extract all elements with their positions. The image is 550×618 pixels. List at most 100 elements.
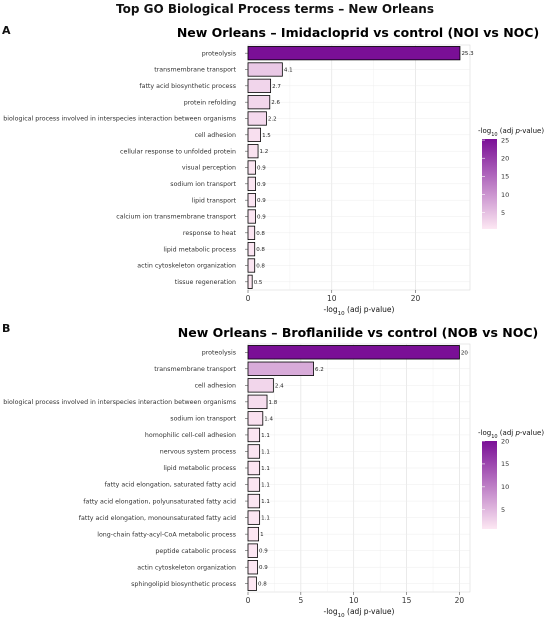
bar	[247, 95, 271, 110]
bar	[247, 193, 256, 208]
category-label: lipid metabolic process	[163, 246, 236, 253]
legend-tick-label: 5	[501, 209, 505, 217]
value-label: 1.5	[262, 133, 271, 139]
value-label: 2.7	[272, 84, 281, 90]
category-label: proteolysis	[202, 349, 236, 356]
category-label: actin cytoskeleton organization	[137, 564, 236, 571]
legend-title: -log10 (adj p-value)	[478, 127, 544, 138]
category-label: fatty acid elongation, monounsaturated f…	[79, 515, 236, 522]
legend-tick-label: 15	[501, 173, 509, 181]
value-label: 0.9	[257, 166, 266, 172]
value-label: 0.8	[256, 231, 265, 237]
category-label: cellular response to unfolded protein	[120, 148, 236, 155]
category-label: sodium ion transport	[170, 416, 236, 423]
value-label: 1.1	[261, 516, 270, 522]
value-label: 0.9	[259, 565, 268, 571]
value-label: 1.1	[261, 449, 270, 455]
legend-title-part: -value)	[520, 429, 544, 437]
value-label: 1.1	[261, 433, 270, 439]
bar	[247, 543, 258, 558]
value-label: 20	[461, 350, 468, 356]
bar	[247, 560, 258, 575]
panel-title: New Orleans – Imidacloprid vs control (N…	[177, 25, 539, 40]
bar	[247, 127, 261, 142]
value-label: 0.8	[256, 247, 265, 253]
legend-title-part: (adj	[498, 127, 516, 135]
legend-title-sub: 10	[491, 434, 497, 440]
category-label: transmembrane transport	[154, 366, 236, 373]
x-axis-label-part: -log	[324, 305, 338, 314]
chart-panel-a: New Orleans – Imidacloprid vs control (N…	[3, 25, 544, 317]
legend-tick-label: 10	[501, 483, 509, 491]
legend-tick-label: 5	[501, 506, 505, 514]
legend-tick-label: 10	[501, 191, 509, 199]
value-label: 1.2	[260, 149, 269, 155]
category-label: lipid transport	[192, 197, 237, 204]
category-label: nervous system process	[160, 449, 236, 456]
category-label: protein refolding	[184, 99, 236, 106]
category-label: long-chain fatty-acyl-CoA metabolic proc…	[97, 531, 236, 538]
legend-title-part: -log	[478, 127, 491, 135]
chart-panel-b: New Orleans – Broflanilide vs control (N…	[3, 325, 544, 618]
legend-tick-label: 20	[501, 155, 509, 163]
panel-title: New Orleans – Broflanilide vs control (N…	[178, 325, 538, 340]
value-label: 2.2	[268, 117, 277, 123]
x-axis-label-sub: 10	[338, 613, 345, 618]
legend-colorbar	[482, 441, 497, 529]
bar	[247, 460, 261, 476]
x-tick-label: 15	[402, 596, 412, 605]
category-label: biological process involved in interspec…	[3, 399, 236, 406]
category-label: biological process involved in interspec…	[3, 116, 236, 123]
category-label: fatty acid elongation, polyunsaturated f…	[83, 498, 236, 505]
value-label: 4.1	[284, 68, 293, 74]
category-label: fatty acid biosynthetic process	[139, 83, 236, 90]
x-tick-label: 10	[327, 294, 337, 303]
category-label: peptide catabolic process	[155, 548, 236, 555]
x-axis-label: -log10 (adj p-value)	[324, 305, 395, 317]
value-label: 2.4	[275, 383, 284, 389]
figure-title: Top GO Biological Process terms – New Or…	[116, 2, 434, 16]
category-label: fatty acid elongation, saturated fatty a…	[105, 482, 236, 489]
x-tick-label: 20	[455, 596, 465, 605]
panel-label-a: A	[2, 24, 11, 37]
category-label: visual perception	[182, 165, 236, 172]
bar	[247, 378, 274, 393]
value-label: 6.2	[315, 367, 324, 373]
bar	[247, 493, 261, 509]
x-axis-label-part: (adj p-value)	[345, 305, 395, 314]
bar	[247, 576, 257, 591]
value-label: 1.1	[261, 483, 270, 489]
legend-colorbar	[482, 139, 497, 229]
bar	[247, 361, 314, 376]
category-label: cell adhesion	[195, 383, 236, 390]
bar	[247, 160, 256, 175]
x-axis-label-part: (adj p-value)	[345, 607, 395, 616]
value-label: 0.5	[254, 280, 263, 286]
category-label: sodium ion transport	[170, 181, 236, 188]
value-label: 0.9	[259, 549, 268, 555]
value-label: 2.6	[271, 100, 280, 106]
legend-title-italic: p	[514, 429, 520, 437]
bar	[247, 111, 267, 126]
value-label: 1.1	[261, 466, 270, 472]
category-label: cell adhesion	[195, 132, 236, 139]
x-tick-label: 10	[349, 596, 359, 605]
bar	[247, 274, 253, 289]
bar	[247, 526, 259, 542]
value-label: 0.9	[257, 182, 266, 188]
value-label: 0.9	[257, 198, 266, 204]
bar	[247, 427, 261, 443]
bar	[247, 209, 256, 224]
legend-tick-label: 15	[501, 460, 509, 468]
legend-title: -log10 (adj p-value)	[478, 429, 544, 440]
category-label: response to heat	[183, 230, 237, 237]
category-label: tissue regeneration	[175, 279, 236, 286]
bar	[247, 411, 264, 426]
category-label: proteolysis	[202, 50, 236, 57]
x-axis-label: -log10 (adj p-value)	[324, 607, 395, 618]
value-label: 0.9	[257, 215, 266, 221]
bar	[247, 345, 460, 360]
x-tick-label: 5	[298, 596, 303, 605]
x-tick-label: 20	[411, 294, 421, 303]
x-axis-label-part: -log	[324, 607, 338, 616]
